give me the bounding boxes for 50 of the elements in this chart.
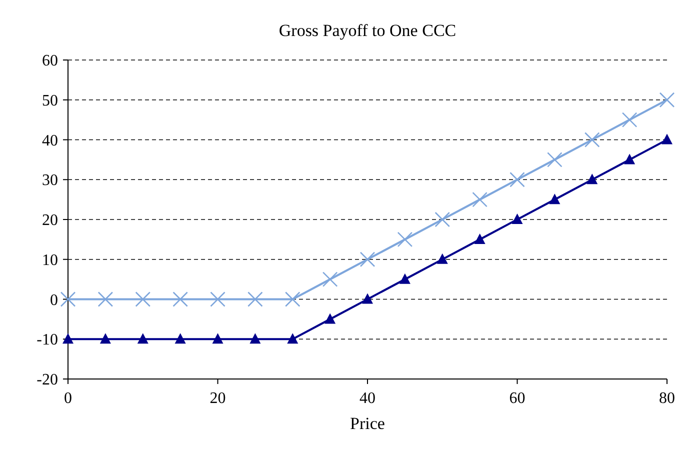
y-tick-label: -10 xyxy=(36,332,58,349)
point xyxy=(472,192,488,208)
y-tick-label: 30 xyxy=(42,172,58,190)
point xyxy=(399,273,410,284)
point xyxy=(510,172,525,188)
point xyxy=(662,134,672,144)
point xyxy=(98,292,114,307)
point xyxy=(624,154,636,164)
point xyxy=(397,232,413,248)
y-tick-label: -20 xyxy=(36,372,58,389)
y-tick-label: 0 xyxy=(50,292,58,309)
x-tick-label: 0 xyxy=(64,390,72,407)
point xyxy=(62,333,74,344)
point xyxy=(60,292,76,307)
point xyxy=(174,333,186,344)
x-tick-label: 20 xyxy=(210,390,226,407)
point xyxy=(436,253,448,264)
point xyxy=(248,292,263,307)
point xyxy=(135,292,151,307)
x-tick-label: 40 xyxy=(360,390,376,407)
point xyxy=(100,333,111,344)
point xyxy=(547,152,562,168)
point xyxy=(549,194,560,204)
point xyxy=(137,333,148,344)
point xyxy=(172,292,188,307)
point xyxy=(474,233,486,244)
y-tick-label: 20 xyxy=(42,212,58,230)
point xyxy=(322,272,338,287)
x-axis-title: Price xyxy=(350,414,385,433)
point xyxy=(324,313,336,324)
point xyxy=(622,112,638,128)
point xyxy=(284,292,300,307)
point xyxy=(210,292,226,307)
point xyxy=(250,333,261,344)
y-tick-label: 60 xyxy=(42,52,58,70)
chart-title: Gross Payoff to One CCC xyxy=(278,21,456,40)
point xyxy=(659,92,675,108)
y-tick-label: 50 xyxy=(42,92,58,110)
x-tick-label: 80 xyxy=(659,390,675,407)
y-tick-label: 10 xyxy=(42,252,58,269)
x-tick-label: 60 xyxy=(509,390,526,407)
point xyxy=(584,132,600,148)
point xyxy=(586,174,598,184)
point xyxy=(434,212,450,228)
point xyxy=(287,333,298,344)
point xyxy=(212,333,224,344)
point xyxy=(362,293,373,304)
point xyxy=(360,252,376,268)
y-tick-label: 40 xyxy=(42,132,58,150)
point xyxy=(512,214,523,224)
